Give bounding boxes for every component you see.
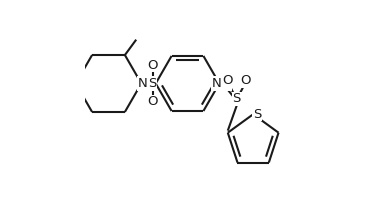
- Text: S: S: [232, 92, 241, 105]
- Text: S: S: [148, 77, 157, 90]
- Text: S: S: [253, 108, 261, 121]
- Text: N: N: [138, 77, 147, 90]
- Text: NH: NH: [211, 77, 231, 90]
- Text: O: O: [222, 74, 233, 87]
- Text: O: O: [147, 58, 158, 72]
- Text: O: O: [241, 74, 251, 87]
- Text: O: O: [147, 95, 158, 108]
